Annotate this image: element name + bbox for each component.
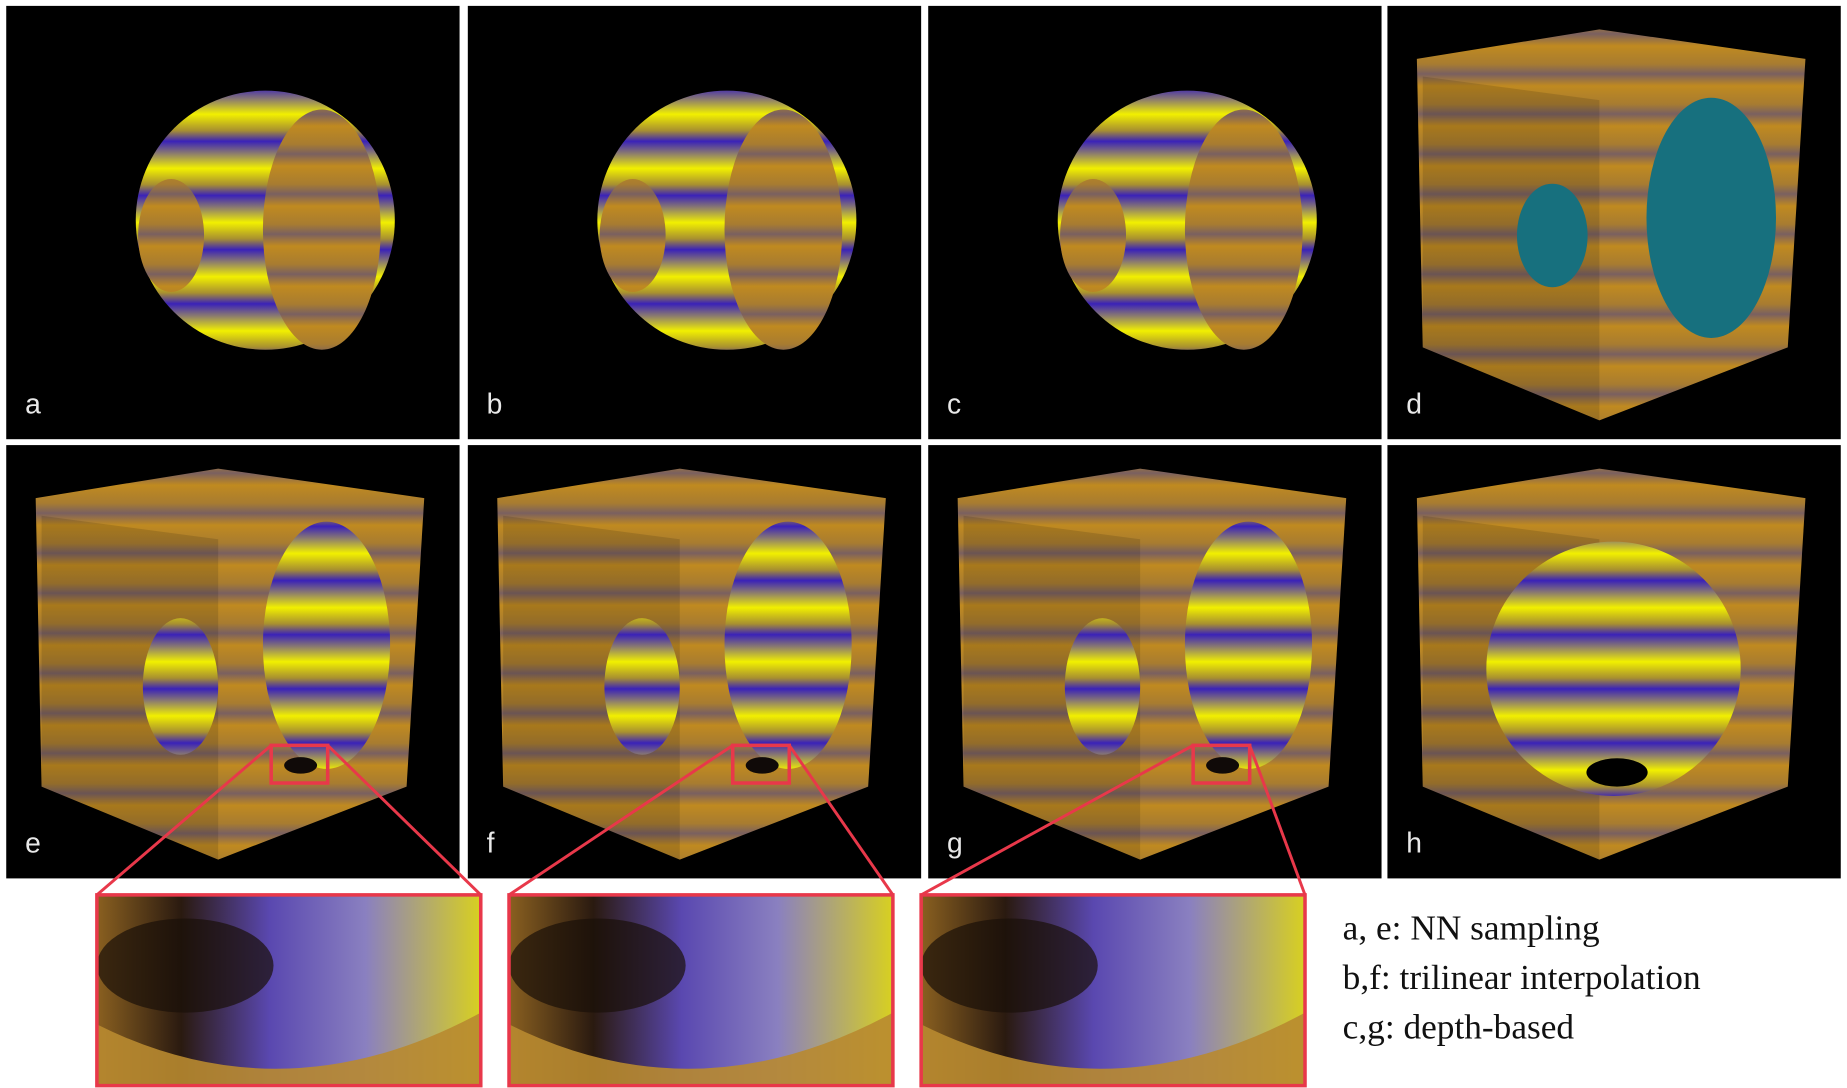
- hole-bottom: [1586, 758, 1647, 786]
- hole: [1517, 184, 1588, 288]
- hole-bottom: [746, 757, 779, 773]
- hole: [1646, 98, 1776, 338]
- hole: [725, 522, 852, 769]
- cut-face: [1060, 179, 1126, 292]
- legend-line: b,f: trilinear interpolation: [1343, 958, 1701, 997]
- zoom-dark: [509, 918, 686, 1012]
- figure: a, e: NN sampling b,f: trilinear interpo…: [0, 0, 1847, 1088]
- panel-label: g: [947, 827, 963, 859]
- panel: h: [1387, 445, 1840, 878]
- panel-label: b: [487, 387, 503, 419]
- zoom-dark: [921, 918, 1098, 1012]
- cut-face: [1185, 110, 1303, 350]
- panel: b: [468, 6, 921, 439]
- cut-face: [600, 179, 666, 292]
- legend-line: c,g: depth-based: [1343, 1008, 1575, 1047]
- cut-face: [263, 110, 381, 350]
- panel-label: c: [947, 387, 961, 419]
- panel-label: h: [1406, 827, 1422, 859]
- panel: f: [468, 445, 921, 878]
- cut-face: [138, 179, 204, 292]
- legend-line: a, e: NN sampling: [1343, 909, 1600, 948]
- page: a, e: NN sampling b,f: trilinear interpo…: [0, 0, 1847, 1088]
- hole-bottom: [284, 757, 317, 773]
- panel: a: [6, 6, 459, 439]
- hole: [263, 522, 390, 769]
- legend: a, e: NN sampling b,f: trilinear interpo…: [1343, 909, 1701, 1047]
- panel: c: [928, 6, 1381, 439]
- cut-face: [725, 110, 843, 350]
- hole: [143, 618, 218, 755]
- panel-label: a: [25, 387, 41, 419]
- panel-label: d: [1406, 387, 1422, 419]
- hole: [604, 618, 679, 755]
- panel: d: [1387, 6, 1840, 439]
- zoom-dark: [97, 918, 274, 1012]
- panel-label: f: [487, 827, 495, 859]
- hole: [1486, 542, 1740, 796]
- panel: g: [928, 445, 1381, 878]
- panel-label: e: [25, 827, 41, 859]
- hole-bottom: [1206, 757, 1239, 773]
- panel: e: [6, 445, 459, 878]
- hole: [1065, 618, 1140, 755]
- hole: [1185, 522, 1312, 769]
